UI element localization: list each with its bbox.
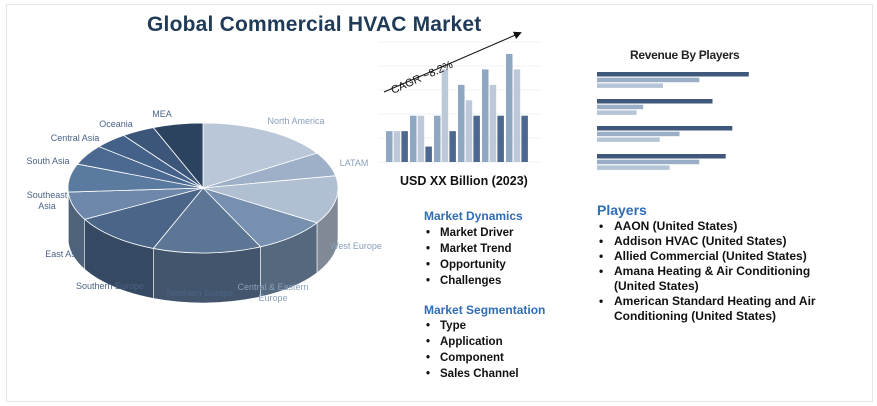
player-item: Allied Commercial (United States)	[597, 249, 847, 264]
player-item: American Standard Heating and Air Condit…	[597, 294, 847, 324]
page-title: Global Commercial HVAC Market	[147, 13, 482, 36]
list-item: Challenges	[424, 273, 514, 289]
list-item: Sales Channel	[424, 366, 519, 382]
player-item: Amana Heating & Air Conditioning (United…	[597, 264, 847, 294]
market-dynamics-list: Market Driver Market Trend Opportunity C…	[424, 225, 514, 289]
revenue-by-players-title: Revenue By Players	[630, 48, 740, 62]
player-item: Addison HVAC (United States)	[597, 234, 847, 249]
player-item: AAON (United States)	[597, 219, 847, 234]
market-dynamics-title: Market Dynamics	[424, 209, 523, 223]
list-item: Application	[424, 334, 519, 350]
players-list: AAON (United States) Addison HVAC (Unite…	[597, 219, 847, 324]
bar-chart-xlabel: USD XX Billion (2023)	[400, 174, 528, 188]
list-item: Market Driver	[424, 225, 514, 241]
list-item: Opportunity	[424, 257, 514, 273]
list-item: Type	[424, 318, 519, 334]
list-item: Component	[424, 350, 519, 366]
market-segmentation-title: Market Segmentation	[424, 303, 546, 317]
market-segmentation-list: Type Application Component Sales Channel	[424, 318, 519, 382]
list-item: Market Trend	[424, 241, 514, 257]
players-title: Players	[597, 202, 647, 218]
